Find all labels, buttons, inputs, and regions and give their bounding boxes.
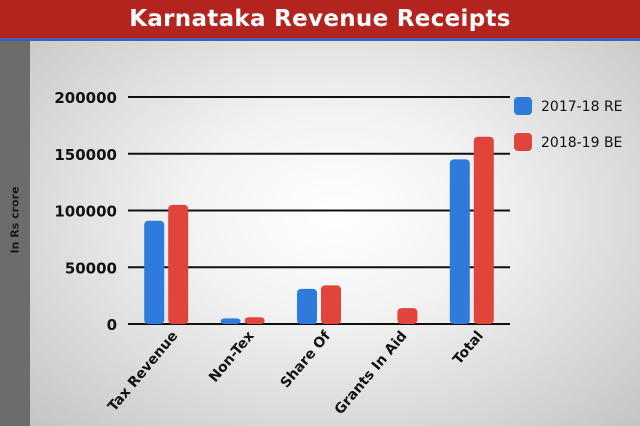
y-tick-label: 50000	[65, 259, 117, 277]
y-tick-label: 100000	[54, 203, 117, 221]
bar-series-1	[220, 318, 241, 324]
bar-series-1	[297, 288, 317, 324]
x-tick-label: Tax Revenue	[105, 328, 181, 414]
x-tick-label: Total	[450, 328, 487, 368]
legend-label: 2018-19 BE	[541, 135, 622, 151]
legend-swatch	[514, 133, 532, 151]
y-tick-label: 150000	[54, 146, 117, 164]
x-tick-label: Share Of	[278, 328, 335, 392]
title-bar: Karnataka Revenue Receipts	[0, 0, 640, 41]
x-tick-label: Grants In Aid	[332, 328, 411, 418]
legend-label: 2017-18 RE	[541, 99, 623, 115]
y-tick-label: 200000	[54, 89, 117, 107]
x-tick-label: Non-Tex	[206, 328, 258, 385]
bar-series-1	[449, 159, 470, 324]
bar-series-2	[168, 204, 189, 324]
chart-background	[30, 41, 640, 426]
bar-series-2	[397, 308, 418, 324]
y-tick-label: 0	[107, 316, 117, 334]
legend-swatch	[514, 97, 532, 115]
chart-title: Karnataka Revenue Receipts	[129, 6, 511, 32]
bar-series-2	[473, 136, 494, 324]
side-strip	[0, 41, 30, 426]
bar-series-2	[244, 317, 265, 324]
bar-series-1	[144, 220, 165, 324]
bar-series-2	[321, 285, 341, 324]
